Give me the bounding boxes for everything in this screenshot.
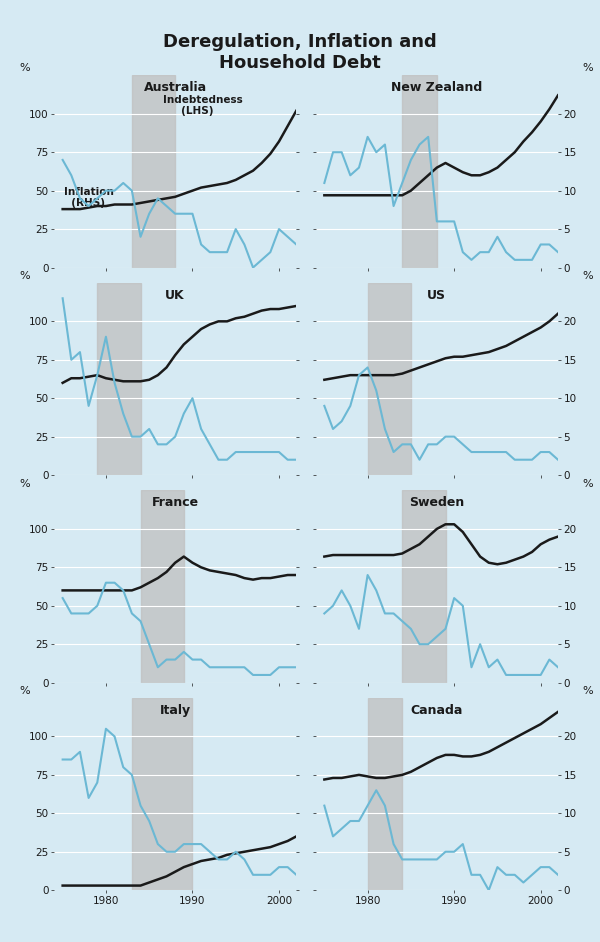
Bar (368, 698, 402, 890)
Text: Australia: Australia (143, 81, 207, 94)
Text: UK: UK (166, 288, 185, 301)
Text: Italy: Italy (160, 704, 191, 717)
Text: %: % (19, 63, 30, 73)
Text: %: % (19, 686, 30, 696)
Bar (402, 491, 446, 683)
Text: Sweden: Sweden (409, 496, 464, 510)
Text: US: US (427, 288, 446, 301)
Text: %: % (582, 686, 593, 696)
Bar (368, 283, 411, 475)
Text: %: % (582, 63, 593, 73)
Text: Indebtedness
     (LHS): Indebtedness (LHS) (163, 94, 243, 116)
Text: %: % (19, 479, 30, 489)
Bar (132, 698, 193, 890)
Text: %: % (582, 479, 593, 489)
Text: %: % (582, 271, 593, 281)
Text: %: % (19, 271, 30, 281)
Text: France: France (152, 496, 199, 510)
Text: Inflation
  (RHS): Inflation (RHS) (64, 187, 113, 208)
Text: Deregulation, Inflation and
Household Debt: Deregulation, Inflation and Household De… (163, 33, 437, 72)
Text: Canada: Canada (410, 704, 463, 717)
Text: New Zealand: New Zealand (391, 81, 482, 94)
Bar (402, 75, 437, 268)
Bar (132, 75, 175, 268)
Bar (97, 283, 140, 475)
Bar (140, 491, 184, 683)
